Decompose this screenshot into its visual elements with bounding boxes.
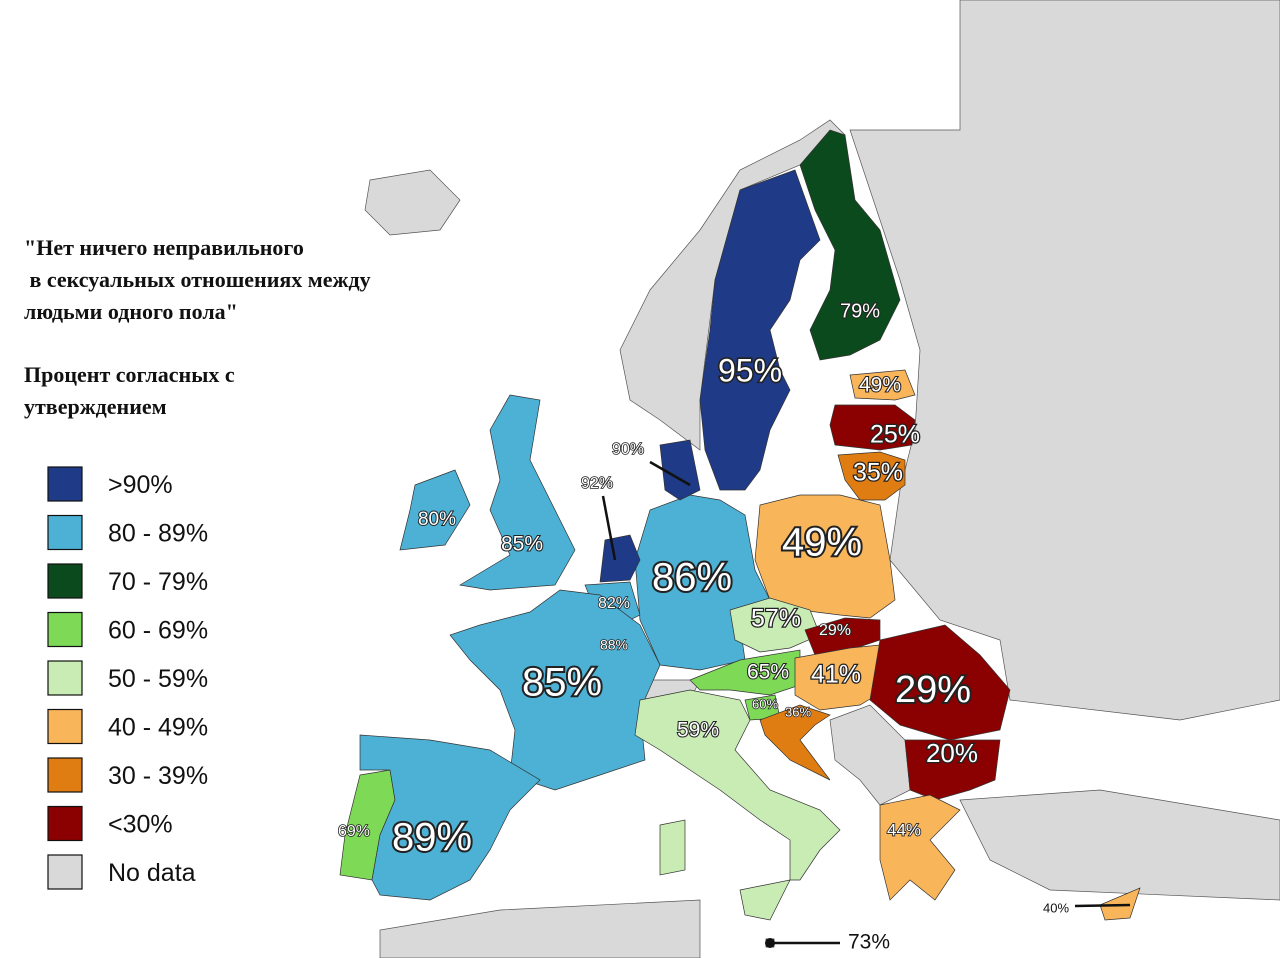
value-label: 35% (853, 459, 903, 487)
legend-swatch (47, 466, 83, 502)
region (837, 451, 906, 501)
marker-dot (765, 938, 775, 948)
value-label: 82% (598, 595, 630, 612)
region (849, 369, 916, 401)
value-label: 95% (718, 352, 782, 388)
region (659, 819, 686, 876)
value-label: 90% (612, 441, 644, 458)
title-line: в сексуальных отношениях между (24, 267, 371, 292)
value-label: 49% (859, 374, 901, 397)
legend-swatch (47, 708, 83, 745)
value-label: 73% (848, 931, 890, 954)
value-label: 88% (600, 637, 628, 653)
value-label: 60% (752, 696, 778, 711)
region (699, 169, 821, 491)
value-label: 69% (338, 823, 370, 840)
legend-label: 80 - 89% (108, 520, 208, 548)
land (379, 899, 701, 958)
value-label: 86% (652, 556, 732, 600)
value-label: 40% (1043, 900, 1069, 915)
legend-label: 60 - 69% (108, 617, 208, 645)
value-label: 79% (840, 300, 880, 322)
value-label: 57% (751, 605, 801, 633)
legend-swatch (47, 611, 83, 648)
legend-swatch (47, 563, 83, 599)
value-labels: 95% 79% 49% 25% 35% 49% 86% 90% 92% 80% 85% 82% 88% 8… (337, 299, 1131, 954)
legend-label: No data (108, 859, 196, 887)
value-label: 85% (501, 533, 543, 556)
regions (339, 129, 1141, 948)
title-line: "Нет ничего неправильного (24, 235, 304, 260)
legend-label: <30% (108, 811, 173, 839)
legend-swatch (47, 660, 83, 696)
region (759, 704, 831, 781)
region (829, 404, 916, 451)
legend-label: 40 - 49% (108, 714, 208, 742)
region (729, 597, 821, 653)
value-label: 44% (887, 820, 921, 839)
title-line: людьми одного пола" (24, 299, 238, 324)
region (879, 794, 961, 901)
leader-line (649, 460, 691, 487)
leader-line (1074, 903, 1131, 908)
legend-swatch (47, 514, 83, 551)
land (829, 704, 911, 806)
region (904, 739, 1001, 801)
region (459, 394, 576, 591)
legend: >90% 80 - 89% 70 - 79% 60 - 69% 50 - 59% 40 -… (47, 466, 208, 890)
value-label: 65% (747, 661, 789, 684)
value-label: 59% (677, 719, 719, 742)
region (754, 494, 896, 619)
value-label: 29% (819, 622, 851, 639)
background-land (364, 0, 1280, 958)
region (599, 534, 641, 583)
legend-label: >90% (108, 471, 173, 499)
land (849, 0, 1280, 721)
subtitle-line: Процент согласных с (24, 362, 235, 387)
subtitle-line: утверждением (24, 394, 167, 419)
value-label: 85% (522, 661, 602, 705)
value-label: 89% (392, 816, 472, 860)
region (399, 469, 471, 551)
region (869, 624, 1011, 741)
region (634, 689, 841, 881)
land (959, 789, 1280, 901)
legend-label: 30 - 39% (108, 762, 208, 790)
region (739, 879, 791, 921)
legend-label: 50 - 59% (108, 665, 208, 693)
legend-swatch (47, 854, 83, 890)
region (359, 734, 541, 901)
value-label: 80% (418, 509, 456, 530)
region (689, 649, 801, 696)
region (799, 129, 901, 361)
legend-swatch (47, 805, 83, 842)
land (364, 169, 461, 236)
legend-swatch (47, 757, 83, 793)
value-label: 41% (811, 661, 861, 689)
value-label: 29% (895, 669, 971, 711)
leader-line (601, 495, 617, 561)
value-label: 92% (581, 475, 613, 492)
value-label: 20% (926, 738, 978, 768)
value-label: 49% (782, 521, 862, 565)
legend-label: 70 - 79% (108, 568, 208, 596)
value-label: 25% (870, 421, 920, 449)
value-label: 36% (785, 704, 811, 719)
title-block: "Нет ничего неправильного в сексуальных … (24, 235, 371, 419)
